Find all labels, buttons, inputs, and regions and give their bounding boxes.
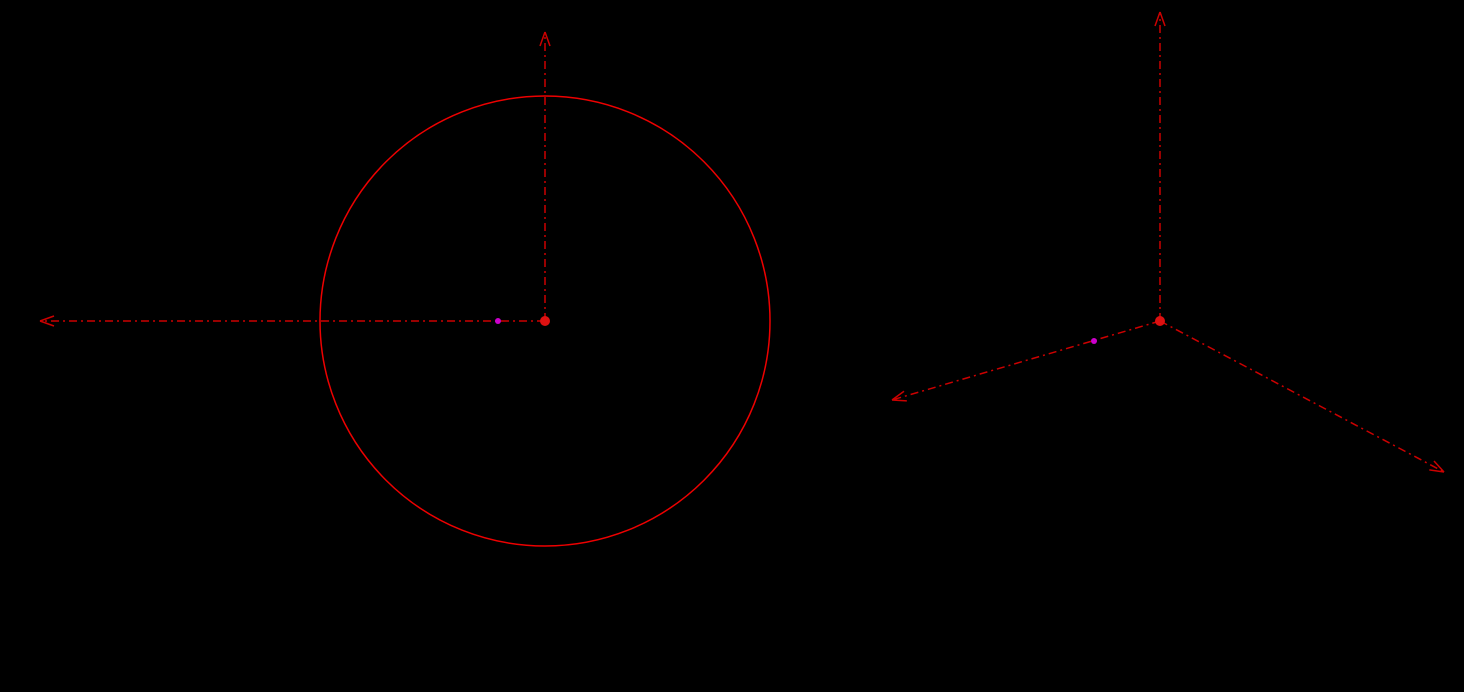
right-3d-diagram <box>892 12 1444 472</box>
x-axis-arrow <box>892 391 907 401</box>
y-axis <box>1160 321 1444 472</box>
diagram-canvas <box>0 0 1464 692</box>
marker-point <box>1091 338 1097 344</box>
x-axis <box>892 321 1160 400</box>
left-2d-diagram <box>40 32 770 546</box>
origin-point <box>540 316 550 326</box>
y-axis-arrow <box>1429 461 1444 472</box>
origin-point <box>1155 316 1165 326</box>
marker-point <box>495 318 501 324</box>
